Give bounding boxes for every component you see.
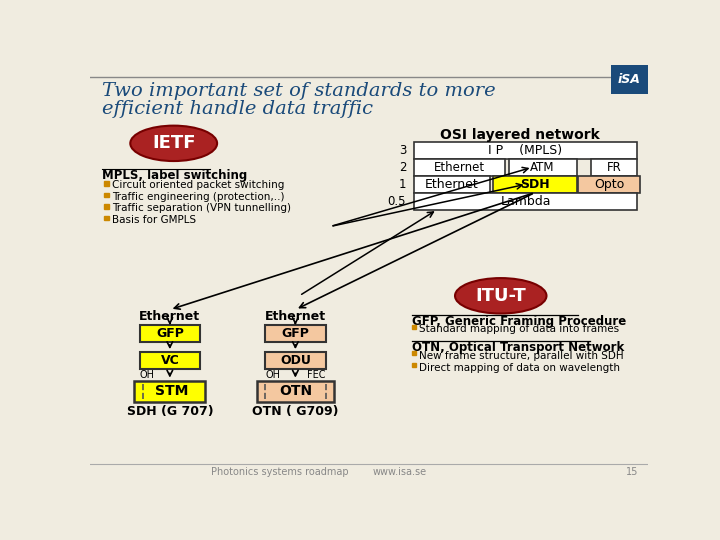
FancyBboxPatch shape bbox=[265, 325, 325, 342]
FancyBboxPatch shape bbox=[578, 176, 640, 193]
Text: Ethernet: Ethernet bbox=[265, 309, 326, 323]
FancyBboxPatch shape bbox=[414, 193, 637, 210]
Bar bbox=[104, 193, 109, 197]
Text: SDH (G 707): SDH (G 707) bbox=[127, 405, 213, 418]
Text: Standard mapping of data into frames: Standard mapping of data into frames bbox=[419, 325, 619, 334]
Bar bbox=[413, 351, 416, 355]
Text: Opto: Opto bbox=[594, 178, 624, 191]
FancyBboxPatch shape bbox=[256, 381, 334, 402]
Text: Two important set of standards to more: Two important set of standards to more bbox=[102, 82, 496, 100]
Text: VC: VC bbox=[161, 354, 179, 367]
Text: ITU-T: ITU-T bbox=[475, 287, 526, 305]
Text: 3: 3 bbox=[399, 144, 406, 157]
Text: efficient handle data traffic: efficient handle data traffic bbox=[102, 100, 374, 118]
Ellipse shape bbox=[455, 278, 546, 314]
Text: 1: 1 bbox=[399, 178, 406, 191]
Bar bbox=[104, 215, 109, 220]
Text: Traffic engineering (protection,..): Traffic engineering (protection,..) bbox=[112, 192, 284, 202]
Text: Traffic separation (VPN tunnelling): Traffic separation (VPN tunnelling) bbox=[112, 204, 291, 213]
FancyBboxPatch shape bbox=[414, 159, 505, 176]
Text: Ethernet: Ethernet bbox=[434, 161, 485, 174]
Bar bbox=[104, 181, 109, 186]
Text: FEC: FEC bbox=[307, 370, 325, 381]
Text: Direct mapping of data on wavelength: Direct mapping of data on wavelength bbox=[419, 363, 621, 373]
Text: GFP, Generic Framing Procedure: GFP, Generic Framing Procedure bbox=[412, 315, 626, 328]
Text: OTN: OTN bbox=[279, 384, 312, 399]
Text: MPLS, label switching: MPLS, label switching bbox=[102, 168, 248, 182]
Text: OTN ( G709): OTN ( G709) bbox=[252, 405, 338, 418]
Text: OH: OH bbox=[265, 370, 280, 381]
FancyBboxPatch shape bbox=[508, 159, 577, 176]
Text: OSI layered network: OSI layered network bbox=[440, 128, 600, 142]
FancyBboxPatch shape bbox=[414, 142, 637, 159]
FancyBboxPatch shape bbox=[590, 159, 637, 176]
Ellipse shape bbox=[130, 126, 217, 161]
Text: Circuit oriented packet switching: Circuit oriented packet switching bbox=[112, 180, 284, 190]
Text: OH: OH bbox=[140, 370, 155, 381]
Text: Ethernet: Ethernet bbox=[139, 309, 200, 323]
Text: ODU: ODU bbox=[280, 354, 311, 367]
FancyBboxPatch shape bbox=[134, 381, 205, 402]
Text: 15: 15 bbox=[626, 467, 639, 477]
FancyBboxPatch shape bbox=[493, 176, 577, 193]
Text: IETF: IETF bbox=[152, 134, 195, 152]
Text: OTN, Optical Transport Network: OTN, Optical Transport Network bbox=[412, 341, 624, 354]
Text: FR: FR bbox=[606, 161, 621, 174]
Text: Ethernet: Ethernet bbox=[425, 178, 479, 191]
Bar bbox=[104, 204, 109, 209]
Text: Lambda: Lambda bbox=[500, 194, 551, 207]
Text: iSA: iSA bbox=[618, 73, 641, 86]
Text: GFP: GFP bbox=[282, 327, 310, 340]
FancyBboxPatch shape bbox=[265, 352, 325, 369]
Text: 0.5: 0.5 bbox=[387, 194, 406, 207]
Text: Photonics systems roadmap: Photonics systems roadmap bbox=[211, 467, 348, 477]
Text: STM: STM bbox=[156, 384, 189, 399]
Text: Basis for GMPLS: Basis for GMPLS bbox=[112, 215, 196, 225]
Bar bbox=[413, 325, 416, 329]
FancyBboxPatch shape bbox=[414, 176, 490, 193]
Text: I P    (MPLS): I P (MPLS) bbox=[488, 144, 562, 157]
FancyBboxPatch shape bbox=[140, 352, 200, 369]
Text: SDH: SDH bbox=[520, 178, 549, 191]
Text: www.isa.se: www.isa.se bbox=[373, 467, 427, 477]
FancyBboxPatch shape bbox=[611, 65, 648, 94]
Text: GFP: GFP bbox=[156, 327, 184, 340]
Text: ATM: ATM bbox=[531, 161, 555, 174]
FancyBboxPatch shape bbox=[140, 325, 200, 342]
Bar bbox=[413, 363, 416, 367]
Text: 2: 2 bbox=[399, 161, 406, 174]
Text: New frame structure, parallel with SDH: New frame structure, parallel with SDH bbox=[419, 351, 624, 361]
